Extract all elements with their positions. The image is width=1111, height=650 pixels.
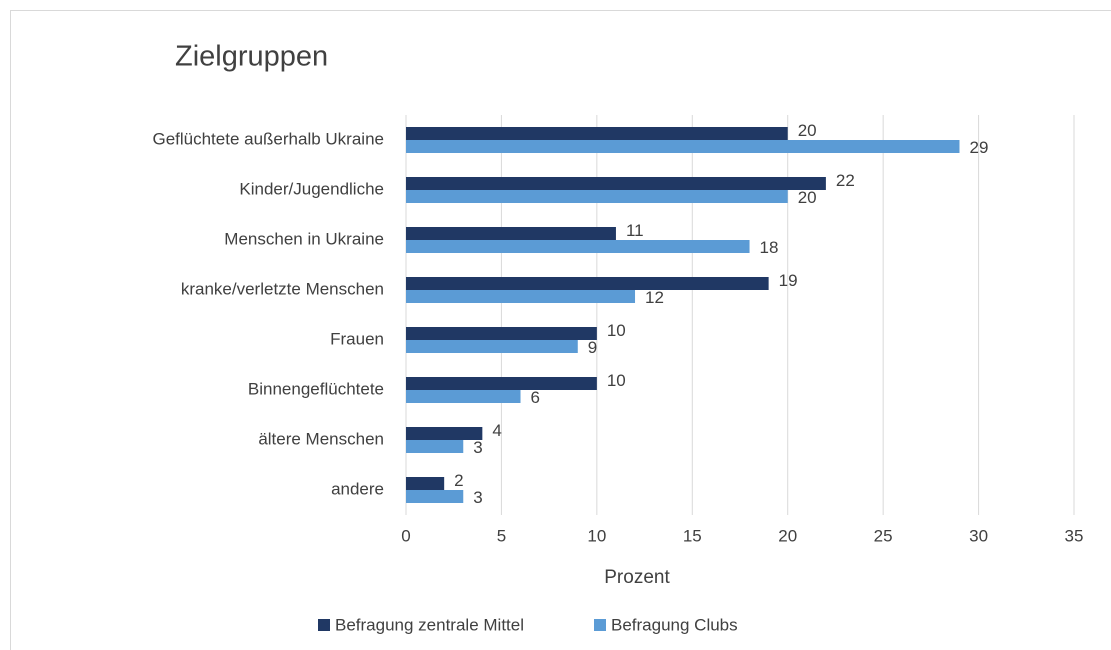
y-tick-label: Geflüchtete außerhalb Ukraine (152, 129, 384, 148)
bar (406, 177, 826, 190)
y-tick-label: Binnengeflüchtete (248, 379, 384, 398)
legend-swatch (318, 619, 330, 631)
data-label: 22 (836, 171, 855, 190)
bar (406, 227, 616, 240)
bar (406, 190, 788, 203)
x-axis-label: Prozent (604, 567, 670, 588)
y-tick-label: Kinder/Jugendliche (239, 179, 384, 198)
x-tick-label: 0 (401, 526, 410, 545)
data-label: 12 (645, 288, 664, 307)
y-tick-label: andere (331, 479, 384, 498)
legend-label: Befragung Clubs (611, 615, 738, 634)
legend-swatch (594, 619, 606, 631)
data-label: 2 (454, 471, 463, 490)
bar (406, 340, 578, 353)
data-label: 3 (473, 488, 482, 507)
legend-label: Befragung zentrale Mittel (335, 615, 524, 634)
data-label: 10 (607, 321, 626, 340)
x-tick-label: 10 (587, 526, 606, 545)
bar (406, 327, 597, 340)
y-tick-label: ältere Menschen (258, 429, 384, 448)
data-label: 29 (969, 138, 988, 157)
data-label: 10 (607, 371, 626, 390)
x-tick-label: 15 (683, 526, 702, 545)
bar (406, 440, 464, 453)
data-label: 3 (473, 438, 482, 457)
bar (406, 477, 445, 490)
data-label: 11 (626, 221, 644, 240)
x-tick-label: 20 (778, 526, 797, 545)
x-tick-label: 5 (497, 526, 506, 545)
bar (406, 490, 464, 503)
data-label: 18 (760, 238, 779, 257)
chart-title: Zielgruppen (175, 41, 328, 73)
bar (406, 240, 750, 253)
data-label: 6 (531, 388, 540, 407)
data-label: 20 (798, 121, 817, 140)
data-label: 19 (779, 271, 798, 290)
bar (406, 290, 636, 303)
y-tick-label: kranke/verletzte Menschen (181, 279, 384, 298)
y-tick-label: Frauen (330, 329, 384, 348)
data-label: 9 (588, 338, 597, 357)
x-tick-label: 25 (874, 526, 893, 545)
bar (406, 377, 597, 390)
y-tick-label: Menschen in Ukraine (224, 229, 384, 248)
data-label: 4 (492, 421, 501, 440)
bar (406, 140, 960, 153)
bar (406, 127, 788, 140)
data-label: 20 (798, 188, 817, 207)
bar (406, 427, 483, 440)
x-tick-label: 30 (969, 526, 988, 545)
bar (406, 390, 521, 403)
x-tick-label: 35 (1065, 526, 1084, 545)
bar (406, 277, 769, 290)
